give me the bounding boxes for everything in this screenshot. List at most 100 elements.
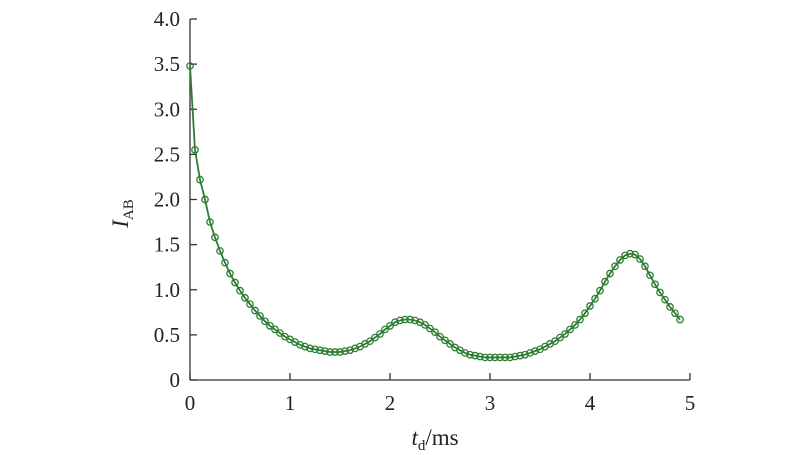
data-point xyxy=(596,286,604,295)
x-axis-title-rest: /ms xyxy=(425,425,458,450)
data-point xyxy=(511,352,519,361)
data-point xyxy=(501,353,509,362)
data-point xyxy=(231,278,239,287)
y-tick-label: 2.0 xyxy=(154,188,180,212)
y-tick-label: 0.5 xyxy=(154,323,180,347)
data-point xyxy=(426,324,434,333)
data-point xyxy=(401,315,409,324)
data-point xyxy=(646,271,654,280)
data-point xyxy=(211,233,219,242)
data-point xyxy=(236,286,244,295)
data-point xyxy=(496,353,504,362)
x-tick-label: 5 xyxy=(685,391,696,415)
data-point xyxy=(301,342,309,351)
data-point xyxy=(521,350,529,359)
data-point xyxy=(206,218,214,226)
data-point xyxy=(506,353,514,362)
y-tick-label: 4.0 xyxy=(154,7,180,31)
data-point xyxy=(621,251,629,260)
data-point xyxy=(461,349,469,357)
data-point xyxy=(611,262,619,271)
data-point xyxy=(406,315,414,324)
x-tick-label: 4 xyxy=(585,391,596,415)
data-point xyxy=(636,255,644,263)
series-layer xyxy=(186,62,684,362)
data-point xyxy=(586,302,594,310)
data-point xyxy=(321,347,329,355)
data-point xyxy=(371,333,379,342)
data-point xyxy=(476,352,484,361)
data-point xyxy=(336,348,344,356)
data-point xyxy=(276,329,284,337)
data-point xyxy=(441,336,449,345)
y-tick-label: 2.5 xyxy=(154,142,180,166)
data-point xyxy=(296,340,304,349)
y-tick-label: 3.0 xyxy=(154,97,180,121)
data-point xyxy=(391,318,399,327)
data-point xyxy=(526,349,534,357)
x-tick-label: 0 xyxy=(185,391,196,415)
data-point xyxy=(241,294,249,302)
data-point xyxy=(466,350,474,359)
data-point xyxy=(256,312,264,320)
data-point xyxy=(411,316,419,325)
data-point xyxy=(196,175,204,184)
y-axis-title-main: I xyxy=(108,219,133,229)
data-point xyxy=(551,337,559,346)
data-point xyxy=(606,269,614,278)
data-point xyxy=(471,351,479,360)
data-point xyxy=(531,347,539,355)
data-point xyxy=(381,325,389,334)
data-point xyxy=(431,328,439,337)
ticks: 0 1 2 3 4 5 0 0.5 1.0 1.5 2.0 2.5 3.0 3.5 4.0 xyxy=(154,7,696,415)
data-point xyxy=(266,321,274,330)
data-point xyxy=(566,325,574,334)
data-point xyxy=(631,250,639,259)
data-point xyxy=(661,295,669,304)
data-point xyxy=(246,300,254,309)
data-point xyxy=(491,353,499,362)
y-tick-label: 1.0 xyxy=(154,278,180,302)
data-point xyxy=(311,345,319,354)
data-point xyxy=(271,325,279,334)
data-point xyxy=(351,344,359,353)
data-point xyxy=(201,195,209,204)
x-tick-label: 3 xyxy=(485,391,496,415)
data-point xyxy=(366,337,374,346)
data-point xyxy=(591,294,599,303)
data-point xyxy=(486,353,494,362)
data-point xyxy=(666,303,674,311)
x-tick-label: 1 xyxy=(285,391,296,415)
data-point xyxy=(556,333,564,342)
series-0 xyxy=(186,62,684,362)
data-point xyxy=(191,146,199,154)
data-point xyxy=(616,256,624,264)
data-point xyxy=(576,315,584,324)
data-point xyxy=(376,330,384,338)
data-point xyxy=(641,262,649,271)
y-axis-title: IAB xyxy=(108,199,137,229)
data-point xyxy=(481,353,489,362)
x-axis-title-main: t xyxy=(411,425,418,450)
data-point xyxy=(306,344,314,353)
data-point xyxy=(581,309,589,318)
data-point xyxy=(656,288,664,297)
data-point xyxy=(671,309,679,318)
x-tick-label: 2 xyxy=(385,391,396,415)
y-tick-label: 1.5 xyxy=(154,233,180,257)
data-point xyxy=(396,316,404,325)
data-point xyxy=(386,321,394,330)
y-tick-label: 3.5 xyxy=(154,52,180,76)
data-point xyxy=(186,62,194,70)
axes xyxy=(189,19,690,381)
data-point xyxy=(226,269,234,278)
x-axis-title: td/ms xyxy=(411,425,458,454)
data-point xyxy=(651,280,659,289)
data-point xyxy=(216,247,224,255)
y-tick-label: 0 xyxy=(170,368,181,392)
data-point xyxy=(251,306,259,315)
data-point xyxy=(561,330,569,338)
data-point xyxy=(601,277,609,286)
data-point xyxy=(571,321,579,329)
